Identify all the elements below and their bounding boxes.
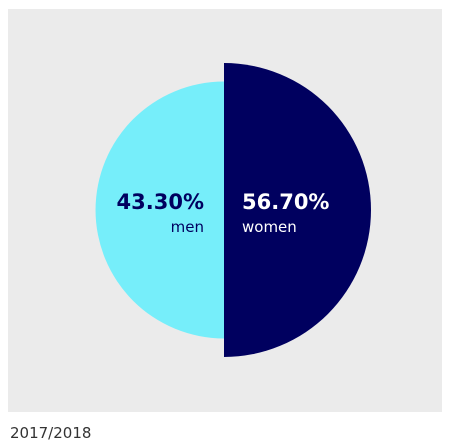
women-category-label: women xyxy=(242,218,297,236)
men-category-label: men xyxy=(170,218,204,236)
women-percent-label: 56.70% xyxy=(242,190,330,214)
pie-slice-women xyxy=(224,63,371,357)
men-percent-label: 43.30% xyxy=(116,190,204,214)
year-caption: 2017/2018 xyxy=(10,424,92,442)
pie-slice-men xyxy=(95,81,224,339)
